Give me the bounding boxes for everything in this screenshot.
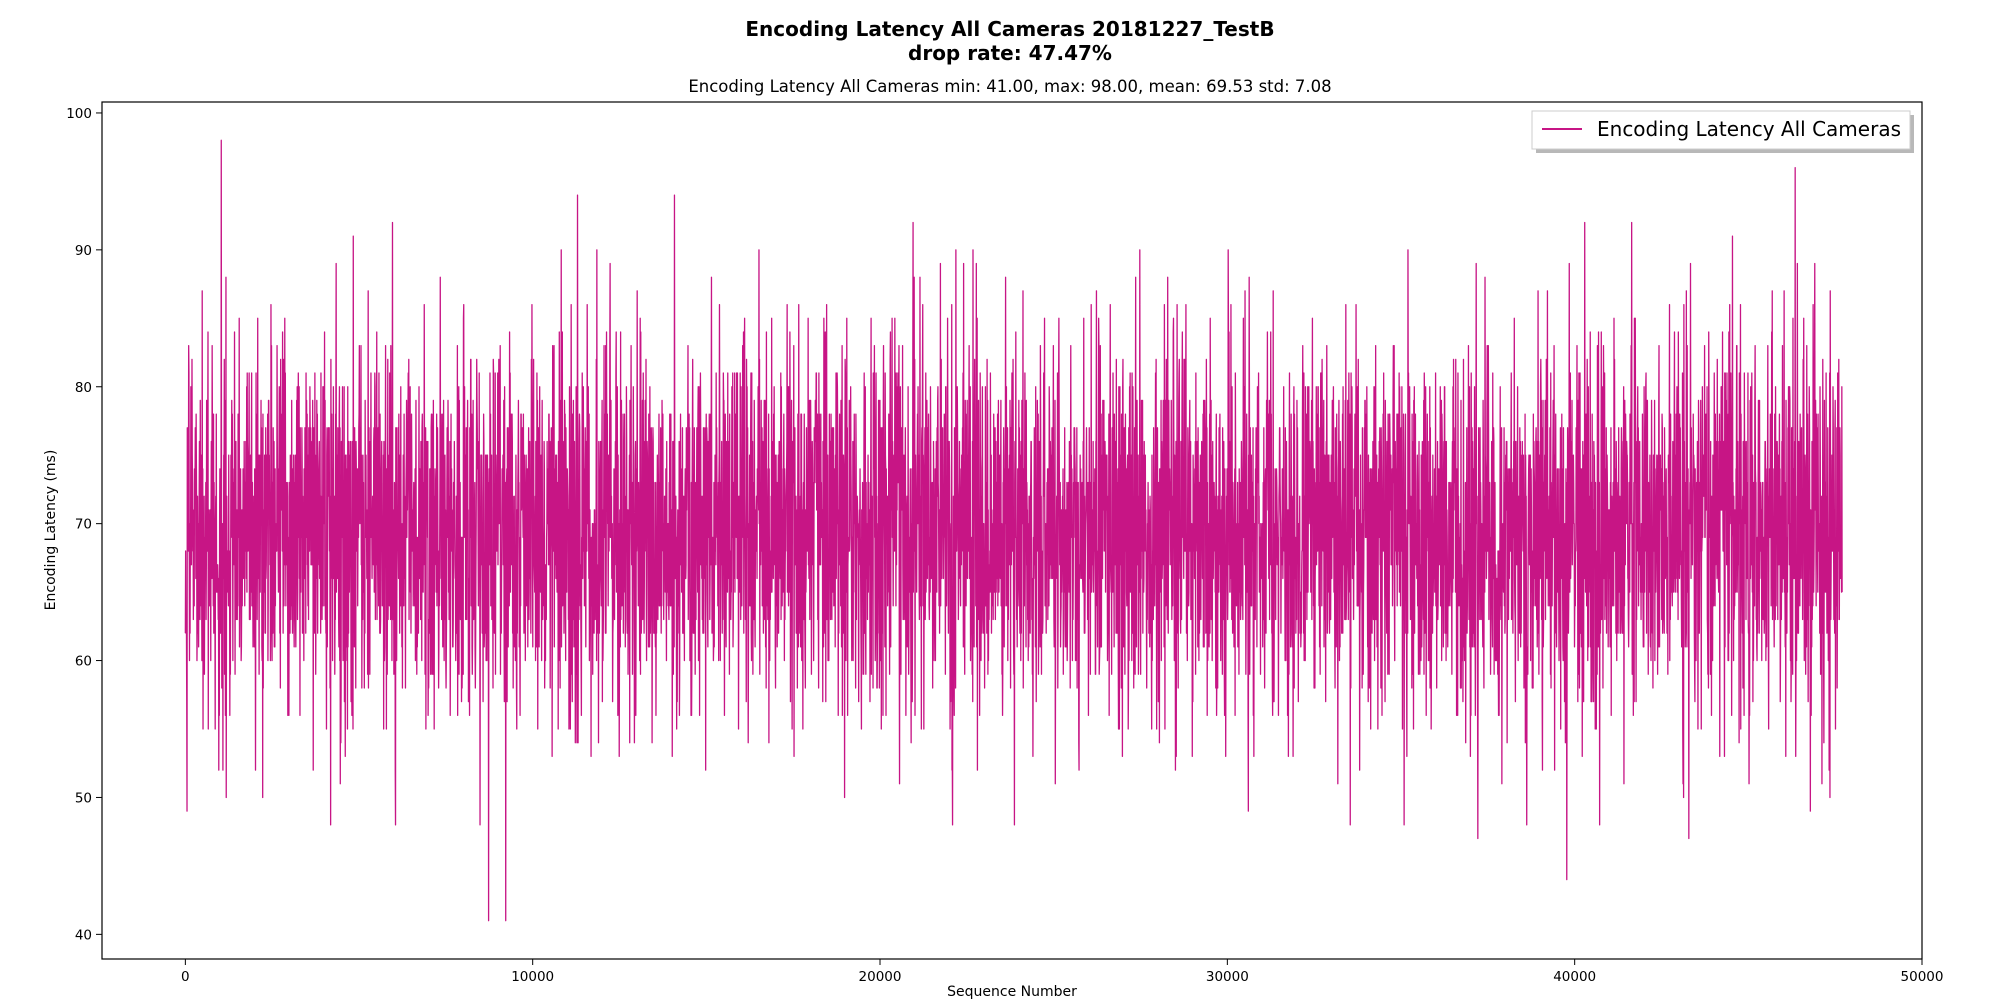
x-tick-label: 10000 <box>511 969 554 985</box>
y-tick-label: 60 <box>75 654 92 670</box>
x-tick-label: 20000 <box>859 969 902 985</box>
x-tick-label: 50000 <box>1901 969 1944 985</box>
y-tick-label: 80 <box>75 380 92 396</box>
x-axis-ticks: 0 10000 20000 30000 40000 50000 <box>181 959 1943 985</box>
y-tick-label: 70 <box>75 517 92 533</box>
y-axis-label: Encoding Latency (ms) <box>43 450 59 611</box>
x-axis-label: Sequence Number <box>947 984 1077 1000</box>
x-tick-label: 30000 <box>1206 969 1249 985</box>
y-tick-label: 50 <box>75 790 92 806</box>
legend: Encoding Latency All Cameras <box>1531 110 1914 153</box>
x-tick-label: 40000 <box>1553 969 1596 985</box>
chart-subtitle: Encoding Latency All Cameras min: 41.00,… <box>688 77 1331 96</box>
series-line-encoding-latency <box>184 139 1843 922</box>
y-tick-label: 100 <box>66 106 92 122</box>
chart-title-line-1: Encoding Latency All Cameras 20181227_Te… <box>745 17 1274 41</box>
legend-box <box>1531 110 1911 150</box>
chart-title-line-2: drop rate: 47.47% <box>908 41 1112 65</box>
legend-label: Encoding Latency All Cameras <box>1597 117 1901 141</box>
y-tick-label: 90 <box>75 243 92 259</box>
y-axis-ticks: 40 50 60 70 80 90 100 <box>66 106 102 943</box>
y-tick-label: 40 <box>75 927 92 943</box>
plot-frame <box>101 101 1923 960</box>
x-tick-label: 0 <box>181 969 190 985</box>
series-layer <box>184 139 1843 922</box>
